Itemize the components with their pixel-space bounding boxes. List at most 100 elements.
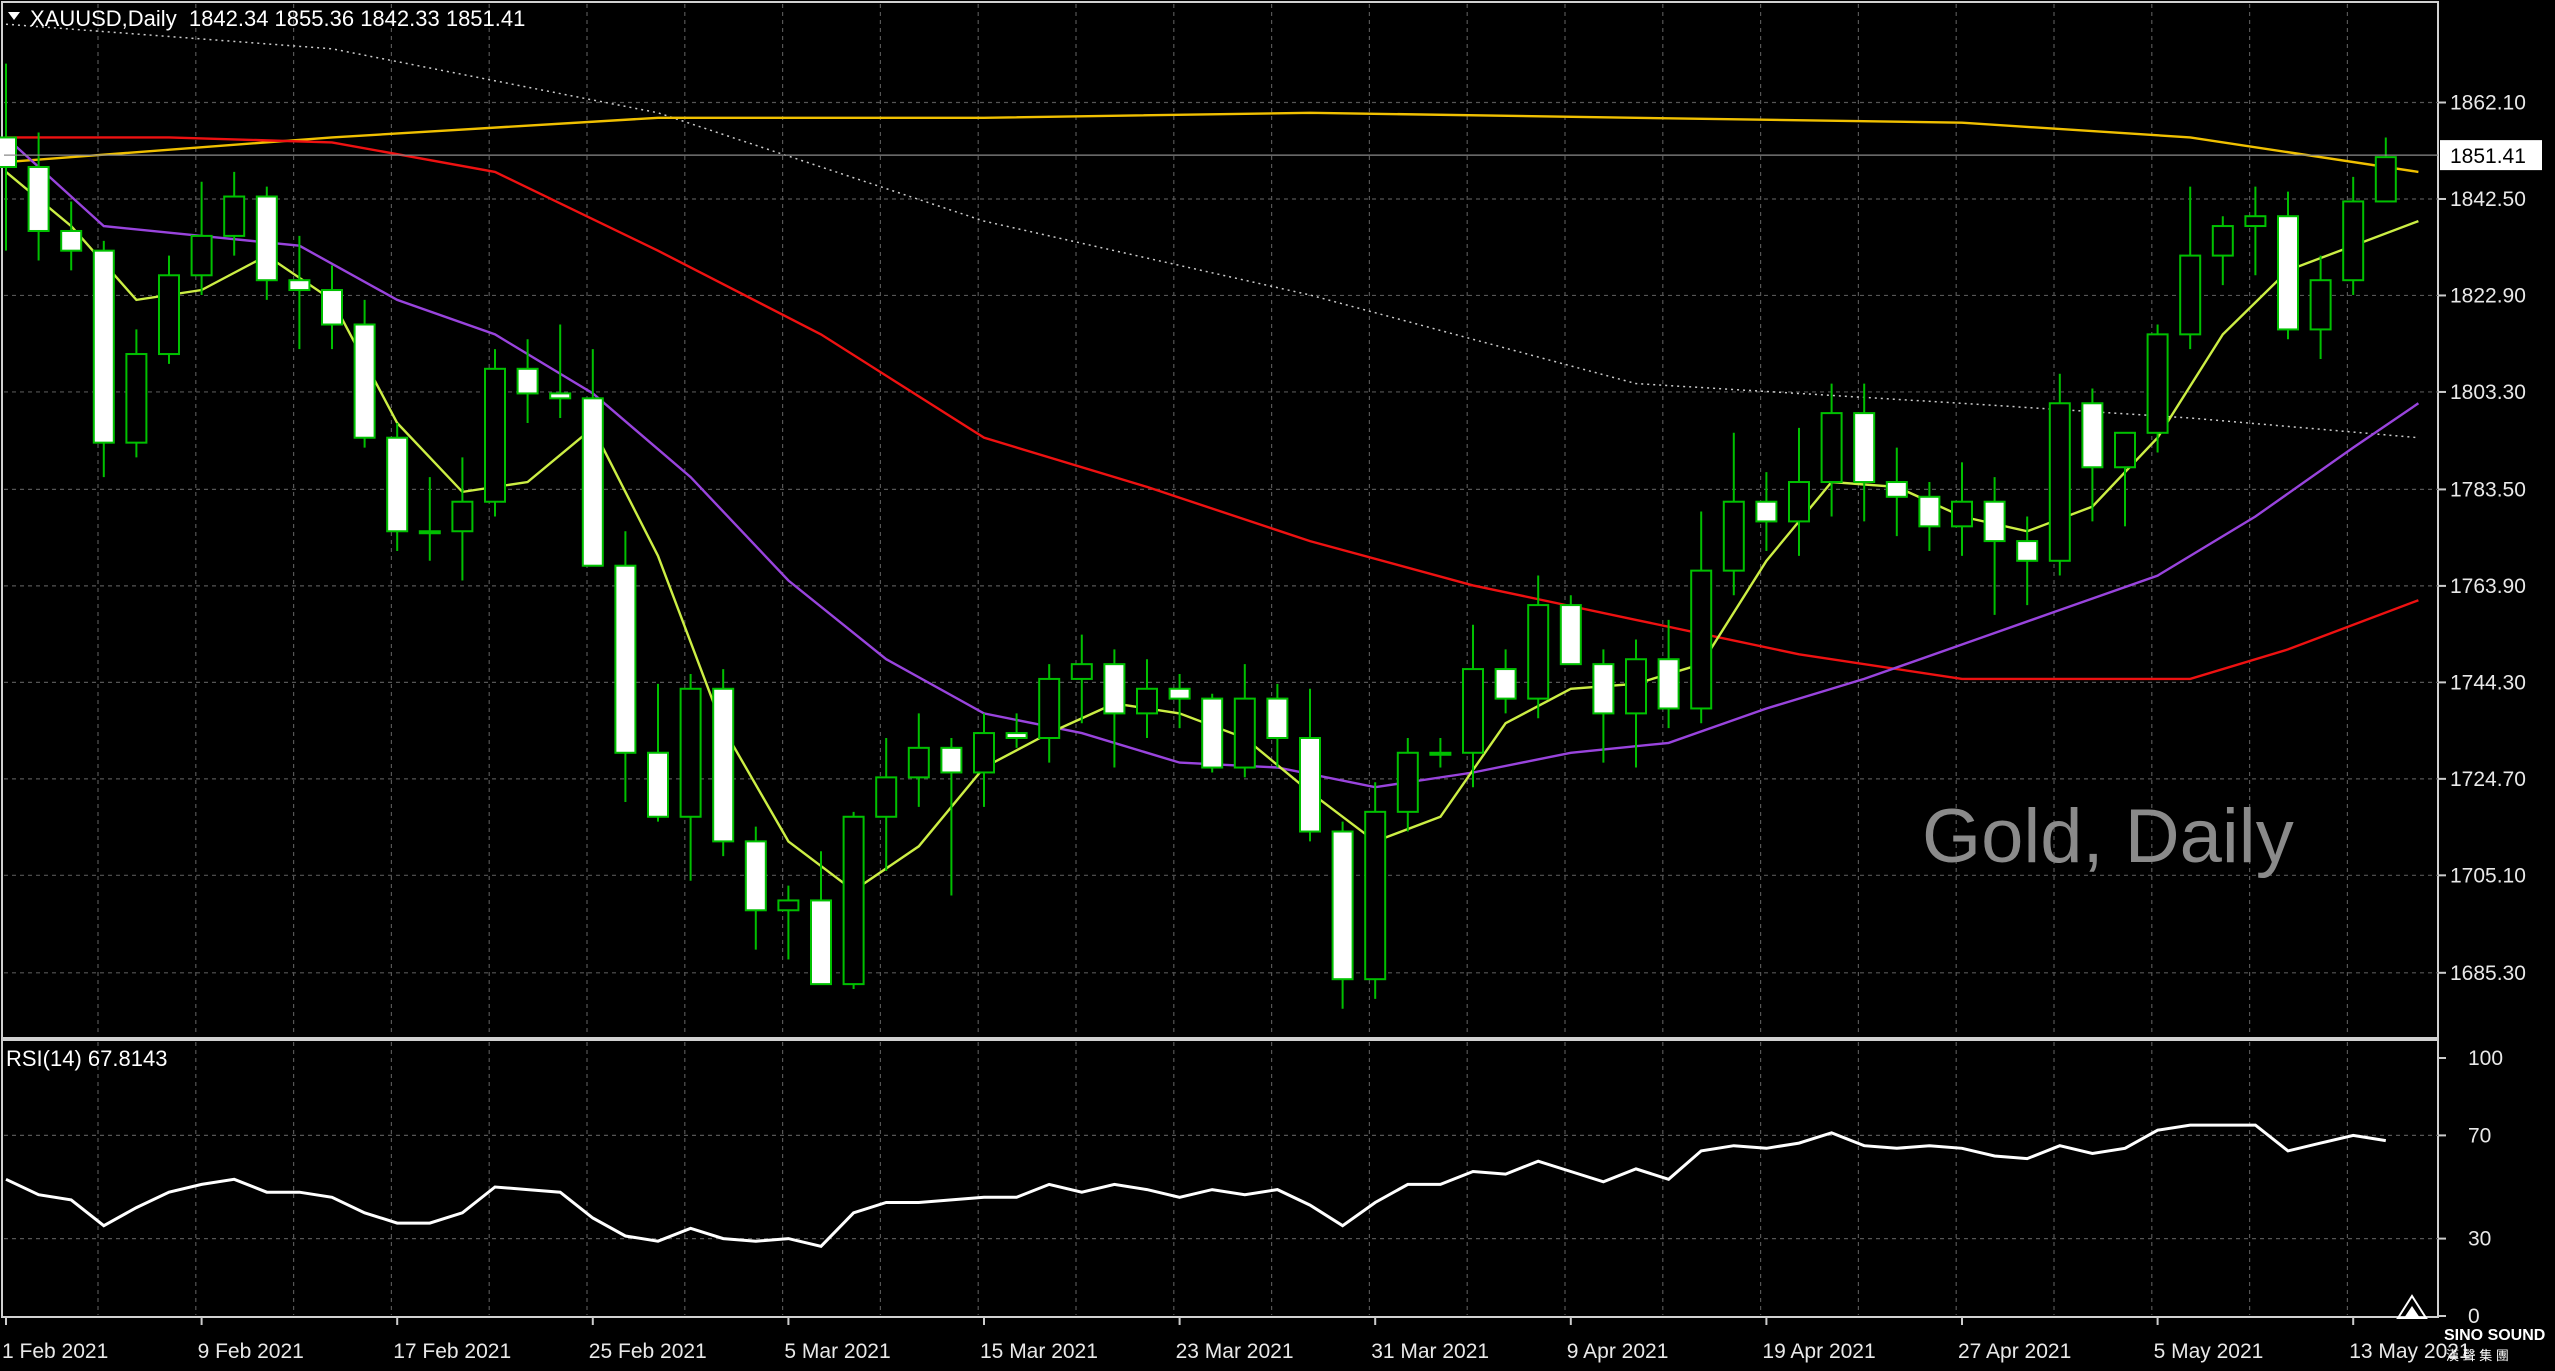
candle[interactable] xyxy=(712,669,735,857)
candle-body-bull xyxy=(190,234,213,277)
candle[interactable] xyxy=(1494,649,1517,714)
candle[interactable] xyxy=(1266,683,1289,768)
candle[interactable] xyxy=(1820,383,1843,517)
candle[interactable] xyxy=(2081,388,2104,522)
candle[interactable] xyxy=(1364,782,1387,999)
candle[interactable] xyxy=(1625,639,1647,768)
candle[interactable] xyxy=(1755,472,1778,551)
candle[interactable] xyxy=(1592,649,1615,763)
candle[interactable] xyxy=(190,181,213,295)
candle[interactable] xyxy=(1103,649,1126,768)
candle[interactable] xyxy=(1331,821,1354,1009)
candle[interactable] xyxy=(1299,688,1321,842)
price-panel[interactable]: Gold, Daily XAUUSD,Daily 1842.34 1855.36… xyxy=(0,1,2439,1039)
date-tick-label: 5 Mar 2021 xyxy=(784,1340,890,1363)
date-tick-label: 19 Apr 2021 xyxy=(1762,1340,1875,1363)
candle-body-bull xyxy=(2211,225,2234,257)
candle[interactable] xyxy=(1136,659,1158,738)
candle[interactable] xyxy=(940,737,963,896)
candle[interactable] xyxy=(1657,619,1680,729)
candle[interactable] xyxy=(223,171,246,256)
candle[interactable] xyxy=(549,324,572,419)
date-axis[interactable]: 1 Feb 2021 9 Feb 2021 17 Feb 2021 25 Feb 20… xyxy=(2,1317,2471,1363)
candle[interactable] xyxy=(2179,186,2202,350)
candle[interactable] xyxy=(1396,737,1419,832)
candle[interactable] xyxy=(1885,447,1908,537)
candle[interactable] xyxy=(2277,191,2299,340)
candle[interactable] xyxy=(1201,693,1224,773)
candle[interactable] xyxy=(92,240,115,478)
candle[interactable] xyxy=(1951,462,1973,556)
date-tick-label: 13 May 2021 xyxy=(2349,1340,2470,1363)
candle-body-bull xyxy=(1788,481,1810,523)
candle[interactable] xyxy=(1429,737,1452,768)
candle[interactable] xyxy=(2048,373,2071,576)
candle-body-bear xyxy=(1168,687,1191,700)
candle[interactable] xyxy=(288,235,311,350)
candle[interactable] xyxy=(647,683,669,822)
candle[interactable] xyxy=(1070,634,1093,724)
candle[interactable] xyxy=(516,339,539,423)
candle[interactable] xyxy=(321,265,343,350)
candle[interactable] xyxy=(1462,624,1484,788)
candle[interactable] xyxy=(581,349,604,567)
candle[interactable] xyxy=(255,186,278,300)
price-axis[interactable]: 1862.10 1842.50 1822.90 1803.30 1783.50 1763.… xyxy=(2438,92,2542,985)
candle[interactable] xyxy=(744,826,767,950)
candle[interactable] xyxy=(1005,713,1028,748)
candle[interactable] xyxy=(484,349,506,517)
candle[interactable] xyxy=(2342,176,2365,295)
rsi-panel-border xyxy=(1,1039,2439,1318)
candle[interactable] xyxy=(353,299,376,448)
candle[interactable] xyxy=(451,457,474,581)
candle[interactable] xyxy=(875,737,898,871)
date-tick-label: 5 May 2021 xyxy=(2154,1340,2264,1363)
candle[interactable] xyxy=(614,531,637,802)
rsi-grid xyxy=(4,1042,2438,1315)
candle[interactable] xyxy=(810,851,832,986)
candle[interactable] xyxy=(418,477,441,561)
candle-body-bear xyxy=(1918,495,1941,528)
rsi-title: RSI(14) 67.8143 xyxy=(6,1046,167,1071)
candle[interactable] xyxy=(1559,595,1582,666)
candle[interactable] xyxy=(1690,511,1713,724)
candle[interactable] xyxy=(0,63,17,251)
candle[interactable] xyxy=(1918,482,1941,551)
candle[interactable] xyxy=(2114,431,2136,527)
candle[interactable] xyxy=(1722,432,1745,596)
candle[interactable] xyxy=(60,201,83,271)
candle[interactable] xyxy=(777,885,800,960)
candle[interactable] xyxy=(27,132,50,261)
candle[interactable] xyxy=(1853,383,1876,522)
candle[interactable] xyxy=(2244,186,2267,276)
candle[interactable] xyxy=(679,674,702,881)
candle[interactable] xyxy=(1527,575,1550,719)
rsi-panel[interactable]: RSI(14) 67.8143 xyxy=(1,1039,2439,1318)
candle[interactable] xyxy=(125,329,148,458)
candle[interactable] xyxy=(842,811,865,990)
price-tick-label: 1862.10 xyxy=(2450,92,2526,115)
candle[interactable] xyxy=(1168,674,1191,729)
candle-body-bull xyxy=(1462,668,1484,754)
symbol-header: XAUUSD,Daily 1842.34 1855.36 1842.33 185… xyxy=(30,6,525,31)
candle-body-bear xyxy=(1559,604,1582,666)
candle[interactable] xyxy=(1983,477,2006,615)
candle[interactable] xyxy=(2374,137,2397,203)
candle[interactable] xyxy=(907,713,930,807)
collapse-triangle-icon[interactable] xyxy=(8,12,20,20)
ma50-line xyxy=(6,136,2419,681)
candle[interactable] xyxy=(158,255,180,364)
candle[interactable] xyxy=(1038,664,1061,763)
candle-body-bull xyxy=(1527,604,1550,700)
candle[interactable] xyxy=(386,422,409,551)
candle[interactable] xyxy=(2309,255,2332,359)
candle[interactable] xyxy=(2146,324,2169,453)
candles[interactable] xyxy=(0,63,2397,1009)
candle[interactable] xyxy=(2211,216,2234,286)
watermark-text: Gold, Daily xyxy=(1922,794,2294,879)
candle[interactable] xyxy=(1233,664,1256,778)
candle[interactable] xyxy=(973,713,995,807)
candle[interactable] xyxy=(2016,516,2039,606)
candle[interactable] xyxy=(1788,427,1810,556)
